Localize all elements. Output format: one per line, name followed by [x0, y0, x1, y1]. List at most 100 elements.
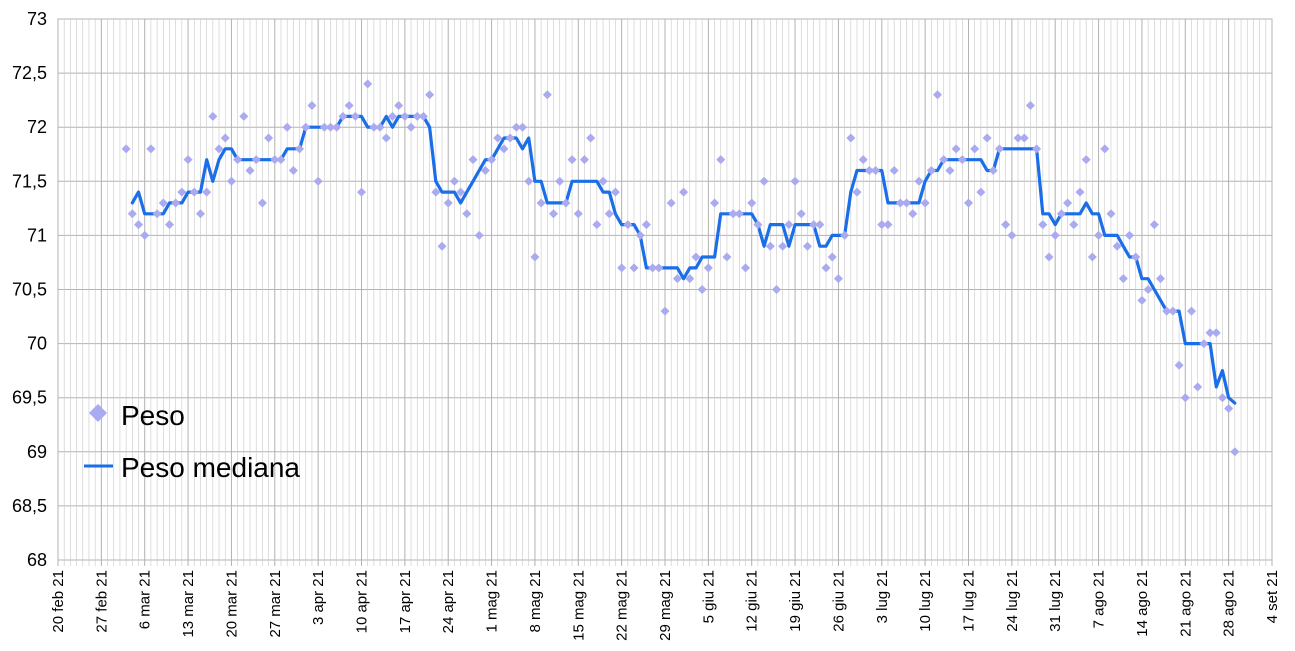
legend: Peso Peso mediana	[84, 400, 300, 483]
peso-point	[121, 144, 131, 154]
peso-point	[617, 263, 627, 273]
peso-point	[833, 274, 843, 284]
peso-point	[691, 252, 701, 262]
peso-point	[319, 122, 329, 132]
series-peso-mediana	[130, 114, 1237, 405]
peso-point	[778, 241, 788, 251]
peso-point	[815, 220, 825, 230]
peso-point	[1125, 230, 1135, 240]
peso-point	[598, 176, 608, 186]
peso-point	[1087, 252, 1097, 262]
peso-point	[1156, 274, 1166, 284]
peso-point	[864, 165, 874, 175]
peso-point	[1217, 393, 1227, 403]
peso-point	[456, 187, 466, 197]
x-tick-label: 29 mag 21	[657, 570, 674, 641]
peso-point	[245, 165, 255, 175]
peso-point	[586, 133, 596, 143]
x-tick-label: 24 apr 21	[440, 570, 457, 633]
peso-point	[747, 198, 757, 208]
peso-point	[1044, 252, 1054, 262]
x-tick-label: 31 lug 21	[1047, 570, 1064, 632]
peso-point	[1211, 328, 1221, 338]
y-tick-label: 72,5	[12, 63, 47, 83]
peso-point	[338, 111, 348, 121]
x-tick-label: 19 giu 21	[787, 570, 804, 632]
y-tick-label: 70,5	[12, 280, 47, 300]
x-tick-label: 1 mag 21	[484, 570, 501, 633]
x-tick-label: 10 lug 21	[917, 570, 934, 632]
peso-point	[623, 220, 633, 230]
peso-point	[1025, 101, 1035, 111]
peso-point	[771, 285, 781, 294]
peso-point	[1162, 306, 1172, 316]
peso-point	[567, 155, 577, 165]
peso-point	[1106, 209, 1116, 219]
peso-point	[226, 176, 236, 186]
peso-point	[858, 155, 868, 165]
peso-point	[511, 122, 521, 132]
peso-point	[183, 155, 193, 165]
peso-point	[753, 220, 763, 230]
peso-point	[895, 198, 905, 208]
legend-peso-marker	[89, 404, 107, 422]
peso-point	[518, 122, 528, 132]
peso-point	[604, 209, 614, 219]
peso-point	[171, 198, 181, 208]
peso-point	[641, 220, 651, 230]
peso-point	[697, 285, 707, 294]
peso-point	[1131, 252, 1141, 262]
peso-point	[344, 101, 354, 111]
peso-point	[945, 165, 955, 175]
x-tick-label: 6 mar 21	[137, 570, 154, 629]
peso-point	[889, 165, 899, 175]
peso-point	[734, 209, 744, 219]
x-tick-label: 4 set 21	[1264, 570, 1281, 623]
peso-point	[635, 230, 645, 240]
x-tick-label: 5 giu 21	[700, 570, 717, 623]
peso-point	[1100, 144, 1110, 154]
peso-point	[1112, 241, 1122, 251]
peso-point	[722, 252, 732, 262]
peso-point	[648, 263, 658, 273]
peso-point	[1094, 230, 1104, 240]
peso-point	[579, 155, 589, 165]
peso-point	[871, 165, 881, 175]
peso-point	[741, 263, 751, 273]
legend-peso-mediana-label: Peso mediana	[121, 452, 300, 483]
peso-point	[660, 306, 670, 316]
x-tick-label: 15 mag 21	[570, 570, 587, 641]
peso-point	[988, 165, 998, 175]
peso-point	[474, 230, 484, 240]
x-tick-label: 12 giu 21	[744, 570, 761, 632]
y-tick-label: 68,5	[12, 496, 47, 516]
x-tick-label: 21 ago 21	[1177, 570, 1194, 637]
peso-point	[926, 165, 936, 175]
peso-point	[1174, 360, 1184, 370]
peso-point	[251, 155, 261, 165]
y-tick-label: 70	[27, 334, 47, 354]
peso-point	[765, 241, 775, 251]
peso-point	[685, 274, 695, 284]
y-tick-label: 71,5	[12, 171, 47, 191]
peso-point	[964, 198, 973, 208]
peso-point	[505, 133, 515, 143]
peso-point	[313, 176, 323, 186]
peso-point	[1118, 274, 1128, 284]
peso-point	[728, 209, 738, 219]
x-tick-label: 7 ago 21	[1091, 570, 1108, 628]
x-tick-label: 24 lug 21	[1004, 570, 1021, 632]
peso-point	[1032, 144, 1042, 154]
peso-point	[561, 198, 571, 208]
peso-point	[629, 263, 639, 273]
peso-point	[821, 263, 831, 273]
peso-point	[1013, 133, 1023, 143]
peso-point	[443, 198, 453, 208]
peso-point	[1186, 306, 1196, 316]
legend-peso-label: Peso	[121, 400, 185, 431]
peso-point	[375, 122, 385, 132]
x-tick-label: 26 giu 21	[830, 570, 847, 632]
peso-point	[195, 209, 205, 219]
peso-point	[970, 144, 980, 154]
